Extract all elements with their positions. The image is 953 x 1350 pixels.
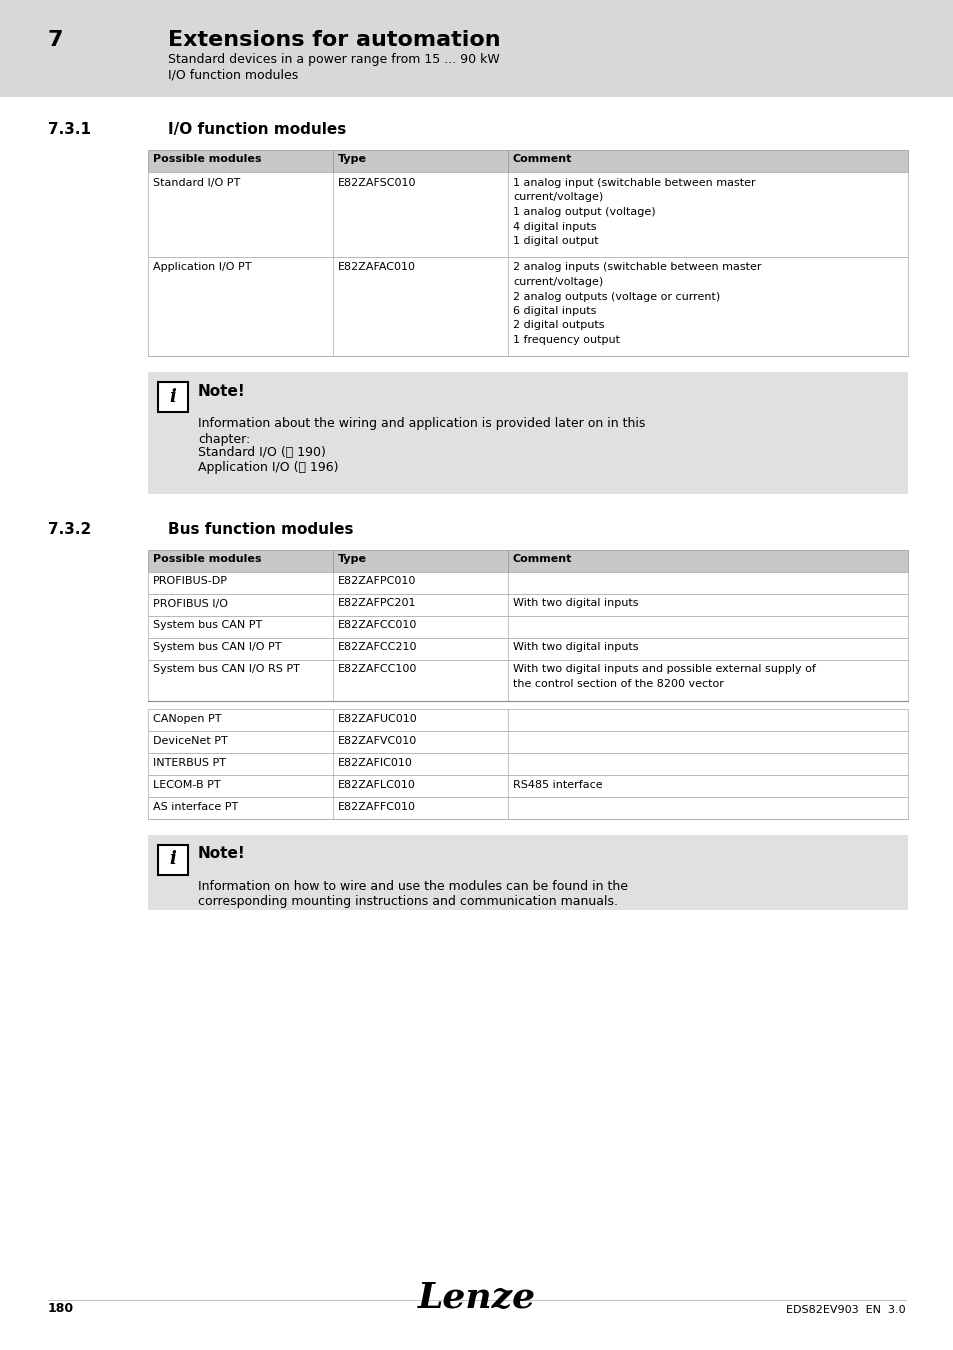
Text: Lenze: Lenze [417, 1281, 536, 1315]
Text: E82ZAFVC010: E82ZAFVC010 [337, 736, 416, 745]
Text: RS485 interface: RS485 interface [513, 779, 602, 790]
Text: E82ZAFUC010: E82ZAFUC010 [337, 714, 417, 724]
Text: System bus CAN I/O PT: System bus CAN I/O PT [152, 643, 281, 652]
Bar [158, 382, 188, 412]
Text: corresponding mounting instructions and communication manuals.: corresponding mounting instructions and … [198, 895, 618, 909]
Text: the control section of the 8200 vector: the control section of the 8200 vector [513, 679, 723, 688]
Bar [148, 775, 907, 796]
Text: E82ZAFLC010: E82ZAFLC010 [337, 779, 416, 790]
Text: System bus CAN I/O RS PT: System bus CAN I/O RS PT [152, 664, 299, 675]
Text: INTERBUS PT: INTERBUS PT [152, 757, 226, 768]
Text: Possible modules: Possible modules [152, 154, 261, 163]
Bar [148, 549, 907, 571]
Text: E82ZAFFC010: E82ZAFFC010 [337, 802, 416, 811]
Bar [148, 637, 907, 660]
Text: E82ZAFSC010: E82ZAFSC010 [337, 178, 416, 188]
Text: DeviceNet PT: DeviceNet PT [152, 736, 228, 745]
Text: Comment: Comment [513, 554, 572, 563]
Text: 6 digital inputs: 6 digital inputs [513, 306, 596, 316]
Bar [148, 594, 907, 616]
Bar [148, 660, 907, 701]
Text: 7.3.2: 7.3.2 [48, 521, 91, 536]
Text: With two digital inputs: With two digital inputs [513, 598, 638, 609]
Text: Application I/O PT: Application I/O PT [152, 262, 252, 273]
Bar [148, 171, 907, 256]
Text: Information about the wiring and application is provided later on in this: Information about the wiring and applica… [198, 417, 644, 431]
Bar [148, 371, 907, 494]
Text: chapter:: chapter: [198, 432, 250, 446]
Text: E82ZAFPC201: E82ZAFPC201 [337, 598, 416, 609]
Text: I/O function modules: I/O function modules [168, 69, 298, 82]
Bar [148, 150, 907, 171]
Text: With two digital inputs: With two digital inputs [513, 643, 638, 652]
Text: System bus CAN PT: System bus CAN PT [152, 621, 262, 630]
Text: Standard I/O PT: Standard I/O PT [152, 178, 240, 188]
Text: PROFIBUS I/O: PROFIBUS I/O [152, 598, 228, 609]
Text: 4 digital inputs: 4 digital inputs [513, 221, 596, 231]
Text: E82ZAFCC100: E82ZAFCC100 [337, 664, 416, 675]
Bar [148, 834, 907, 910]
Bar [148, 571, 907, 594]
Text: CANopen PT: CANopen PT [152, 714, 221, 724]
Bar [148, 752, 907, 775]
Text: I/O function modules: I/O function modules [168, 122, 346, 136]
Text: Information on how to wire and use the modules can be found in the: Information on how to wire and use the m… [198, 880, 627, 894]
Text: LECOM-B PT: LECOM-B PT [152, 779, 220, 790]
Text: 2 analog outputs (voltage or current): 2 analog outputs (voltage or current) [513, 292, 720, 301]
Bar [148, 709, 907, 730]
Text: 7.3.1: 7.3.1 [48, 122, 91, 136]
Text: E82ZAFCC210: E82ZAFCC210 [337, 643, 417, 652]
Text: Possible modules: Possible modules [152, 554, 261, 563]
Text: Standard I/O (⌹ 190): Standard I/O (⌹ 190) [198, 446, 326, 459]
Bar [148, 730, 907, 752]
Bar [148, 796, 907, 818]
Text: 2 digital outputs: 2 digital outputs [513, 320, 604, 331]
Text: Bus function modules: Bus function modules [168, 521, 354, 536]
Text: E82ZAFPC010: E82ZAFPC010 [337, 576, 416, 586]
Bar [148, 701, 907, 709]
Bar [0, 0, 953, 97]
Text: Note!: Note! [198, 846, 246, 861]
Text: E82ZAFAC010: E82ZAFAC010 [337, 262, 416, 273]
Text: 2 analog inputs (switchable between master: 2 analog inputs (switchable between mast… [513, 262, 760, 273]
Text: E82ZAFCC010: E82ZAFCC010 [337, 621, 416, 630]
Text: Application I/O (⌹ 196): Application I/O (⌹ 196) [198, 462, 338, 474]
Text: 180: 180 [48, 1301, 74, 1315]
Text: Type: Type [337, 154, 367, 163]
Bar [158, 845, 188, 875]
Text: Note!: Note! [198, 383, 246, 398]
Text: 1 frequency output: 1 frequency output [513, 335, 619, 346]
Text: current/voltage): current/voltage) [513, 277, 602, 288]
Bar [148, 616, 907, 637]
Text: AS interface PT: AS interface PT [152, 802, 238, 811]
Text: PROFIBUS-DP: PROFIBUS-DP [152, 576, 228, 586]
Text: 1 analog input (switchable between master: 1 analog input (switchable between maste… [513, 178, 755, 188]
Text: 7: 7 [48, 30, 64, 50]
Bar [148, 256, 907, 355]
Text: i: i [170, 850, 176, 868]
Text: Comment: Comment [513, 154, 572, 163]
Text: E82ZAFIC010: E82ZAFIC010 [337, 757, 413, 768]
Text: With two digital inputs and possible external supply of: With two digital inputs and possible ext… [513, 664, 815, 675]
Text: Type: Type [337, 554, 367, 563]
Text: EDS82EV903  EN  3.0: EDS82EV903 EN 3.0 [785, 1305, 905, 1315]
Text: i: i [170, 387, 176, 405]
Text: 1 analog output (voltage): 1 analog output (voltage) [513, 207, 655, 217]
Text: Standard devices in a power range from 15 ... 90 kW: Standard devices in a power range from 1… [168, 53, 499, 66]
Text: Extensions for automation: Extensions for automation [168, 30, 500, 50]
Text: 1 digital output: 1 digital output [513, 236, 598, 246]
Text: current/voltage): current/voltage) [513, 193, 602, 202]
